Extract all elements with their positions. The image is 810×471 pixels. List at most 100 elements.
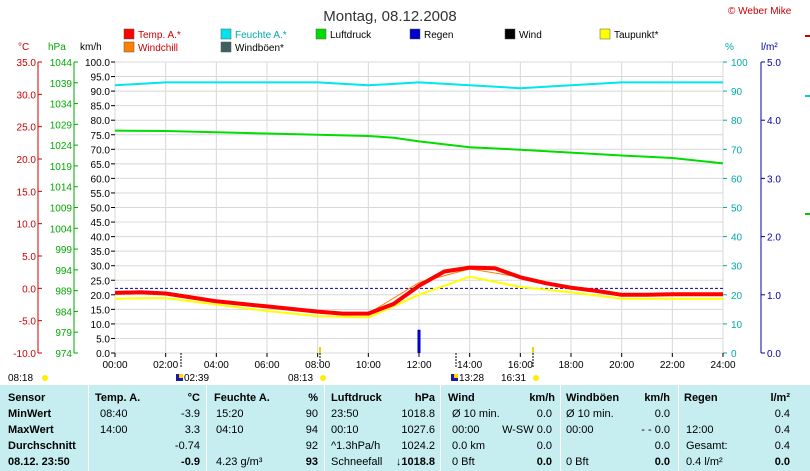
stats-press-value: 1027.6: [401, 424, 435, 436]
humidity-tick-label: 80: [731, 116, 743, 127]
wind-tick-label: 95.0: [91, 73, 111, 84]
stats-wind-time: Ø 10 min.: [452, 408, 500, 420]
x-tick-label: 04:00: [204, 360, 229, 371]
stats-panel: Sensor Temp. A. °C Feuchte A.% Luftdruck hPa W…: [0, 385, 810, 471]
rain-tick-label: 4.0: [767, 116, 781, 127]
rain-tick-label: 0.0: [767, 349, 781, 360]
stats-rain-value: 0.4: [774, 408, 790, 420]
wind-tick-label: 100.0: [85, 58, 110, 69]
legend: Temp. A.* Feuchte A.* Luftdruck Regen Wind Ta…: [123, 28, 659, 54]
temp-tick-label: -5.0: [19, 317, 37, 328]
weather-chart: Montag, 08.12.2008 © Weber Mike Temp. A.…: [8, 6, 810, 384]
wind-tick-label: 45.0: [91, 218, 111, 229]
stats-divider: [678, 385, 679, 471]
stats-rain-value: 0.4: [774, 424, 790, 436]
series-taupunkt: [114, 275, 723, 319]
rain-tick-label: 3.0: [767, 174, 781, 185]
stats-press-time: ^1.3hPa/h: [331, 440, 381, 452]
wind-tick-label: 85.0: [91, 102, 111, 113]
stats-divider: [560, 385, 561, 471]
sun-icon: [533, 375, 539, 381]
moon-icon-accent: [454, 374, 458, 378]
legend-swatch: [220, 28, 232, 40]
temp-tick-label: 10.0: [17, 220, 37, 231]
wind-tick-label: 90.0: [91, 87, 111, 98]
series-luftdruck: [114, 129, 724, 165]
temp-tick-label: 25.0: [17, 123, 37, 134]
x-tick-label: 10:00: [356, 360, 381, 371]
rain-tick-label: 2.0: [767, 233, 781, 244]
pressure-tick-label: 1034: [50, 100, 73, 111]
stats-header-sensor: Sensor: [8, 392, 46, 404]
time-markers: 08:18 02:39 08:13 13:28 16:31: [8, 347, 539, 384]
temp-tick-label: 0.0: [22, 284, 36, 295]
wind-tick-label: 80.0: [91, 116, 111, 127]
pressure-tick-label: 1039: [50, 79, 73, 90]
axis-units: °C hPa km/h% l/m²: [18, 42, 778, 53]
grid: [114, 61, 724, 354]
pressure-tick-label: 1014: [50, 183, 73, 194]
stats-wind-time: 0.0 km: [452, 440, 486, 452]
wind-tick-label: 40.0: [91, 233, 111, 244]
stats-row-label: 08.12. 23:50: [8, 456, 70, 468]
wind-tick-label: 0.0: [96, 349, 110, 360]
stats-temp-value: -3.9: [181, 408, 200, 420]
stats-press-value: 1018.8: [401, 408, 435, 420]
x-tick-label: 18:00: [558, 360, 583, 371]
stats-temp-value: 3.3: [184, 424, 200, 436]
legend-label: Temp. A.*: [138, 30, 181, 41]
x-tick-label: 06:00: [254, 360, 279, 371]
x-tick-label: 20:00: [609, 360, 634, 371]
stats-header-rain-unit: l/m²: [770, 392, 790, 404]
rain-tick-label: 1.0: [767, 291, 781, 302]
wind-tick-label: 25.0: [91, 276, 111, 287]
legend-label: Wind: [519, 30, 542, 41]
series-feuchte-a: [114, 81, 723, 90]
pressure-tick-label: 979: [55, 328, 72, 339]
stats-header-gust-unit: km/h: [644, 392, 670, 404]
pressure-tick-label: 974: [55, 349, 72, 360]
stats-header-wind-unit: km/h: [529, 392, 555, 404]
legend-label: Windchill: [138, 43, 178, 54]
legend-label: Luftdruck: [330, 30, 372, 41]
stats-temp-value: -0.9: [181, 456, 200, 468]
stats-gust-time: 00:00: [566, 424, 594, 436]
wind-tick-label: 5.0: [96, 334, 110, 345]
wind-tick-label: 50.0: [91, 204, 111, 215]
stats-press-time: 00:10: [331, 424, 359, 436]
x-tick-label: 08:00: [305, 360, 330, 371]
temp-tick-label: 15.0: [17, 187, 37, 198]
pressure-tick-label: 1009: [50, 204, 73, 215]
legend-swatch: [409, 28, 421, 40]
legend-swatch: [123, 28, 135, 40]
x-tick-label: 12:00: [406, 360, 431, 371]
wind-tick-label: 15.0: [91, 305, 111, 316]
legend-swatch: [315, 28, 327, 40]
pressure-tick-label: 984: [55, 307, 72, 318]
pressure-tick-label: 1004: [50, 224, 73, 235]
humidity-tick-label: 20: [731, 291, 743, 302]
humidity-tick-label: 60: [731, 174, 743, 185]
stats-header-temp: Temp. A.: [95, 392, 141, 404]
stats-rain-time: 0.4 l/m²: [686, 456, 723, 468]
humidity-tick-label: 90: [731, 87, 743, 98]
wind-unit-label: km/h: [80, 42, 102, 53]
sunrise-icon: [42, 375, 48, 381]
humidity-unit-label: %: [725, 42, 734, 53]
stats-gust-time: 0 Bft: [566, 456, 589, 468]
stats-hum-time: 15:20: [216, 408, 244, 420]
temp-tick-label: 20.0: [17, 155, 37, 166]
legend-swatch: [504, 28, 516, 40]
rain-bar: [417, 329, 421, 353]
stats-press-value: ↓1018.8: [395, 456, 435, 468]
legend-label: Regen: [424, 30, 453, 41]
wind-tick-label: 35.0: [91, 247, 111, 258]
stats-rain-time: Gesamt:: [686, 440, 728, 452]
stats-temp-time: 08:40: [100, 408, 128, 420]
stats-temp-value: -0.74: [174, 440, 200, 452]
pressure-tick-label: 999: [55, 245, 72, 256]
stats-header-gust: Windböen: [566, 392, 620, 404]
marker-time: 13:28: [459, 373, 484, 384]
pressure-tick-label: 1019: [50, 162, 73, 173]
stats-wind-value: 0.0: [536, 408, 552, 420]
